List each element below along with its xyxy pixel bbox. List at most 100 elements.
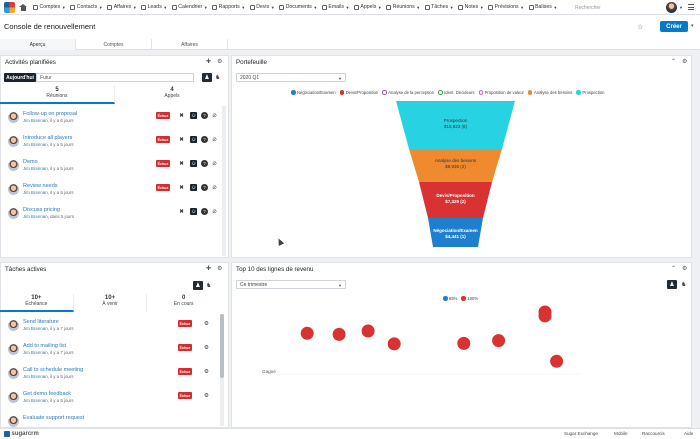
- add-icon[interactable]: ✚: [206, 266, 212, 272]
- group-icon[interactable]: ♞: [206, 283, 212, 289]
- scatter-point[interactable]: [361, 324, 375, 338]
- chevron-down-icon[interactable]: ▼: [377, 4, 382, 10]
- tab-overview[interactable]: Aperçu: [0, 39, 76, 50]
- help-link[interactable]: Aide: [684, 431, 694, 436]
- scatter-point[interactable]: [538, 309, 552, 323]
- sugar-exchange-link[interactable]: Sugar Exchange: [564, 431, 598, 436]
- chevron-down-icon[interactable]: ▼: [203, 4, 208, 10]
- task-name-link[interactable]: Call to schedule meeting: [23, 367, 84, 373]
- close-icon[interactable]: ✖: [179, 160, 184, 167]
- counter-upcoming[interactable]: 10+ À venir: [74, 294, 148, 312]
- chevron-down-icon[interactable]: ▼: [163, 4, 168, 10]
- legend-item[interactable]: Négociation/Examen: [291, 90, 336, 95]
- gear-icon[interactable]: ⚙: [217, 266, 223, 272]
- timeframe-select[interactable]: Ce trimestre ▼: [236, 280, 346, 289]
- nav-item-1[interactable]: Contacts ▼: [70, 4, 103, 10]
- chevron-down-icon[interactable]: ▼: [98, 4, 103, 10]
- activity-name-link[interactable]: Discuss pricing: [23, 207, 60, 213]
- legend-item[interactable]: 100%: [461, 296, 478, 301]
- nav-item-11[interactable]: Tâches ▼: [424, 4, 454, 10]
- legend-item[interactable]: 65%: [443, 296, 457, 301]
- counter-calls[interactable]: 4 Appels: [164, 87, 180, 99]
- legend-item[interactable]: Ident. Décideurs: [438, 90, 475, 95]
- hamburger-menu-icon[interactable]: [688, 4, 694, 10]
- group-icon[interactable]: ♞: [681, 282, 687, 288]
- help-icon[interactable]: ?: [201, 208, 208, 215]
- people-icon[interactable]: ☺: [190, 208, 197, 215]
- chevron-down-icon[interactable]: ▼: [449, 4, 454, 10]
- funnel-stage-negotiation[interactable]: [428, 218, 483, 247]
- nav-item-10[interactable]: Réunions ▼: [386, 4, 420, 10]
- funnel-stage-prospection[interactable]: [396, 101, 515, 149]
- counter-in-progress[interactable]: 0 En cours: [173, 295, 194, 307]
- create-button[interactable]: Créer: [660, 21, 688, 32]
- people-icon[interactable]: ☺: [190, 184, 197, 191]
- scrollbar[interactable]: [222, 106, 226, 256]
- add-icon[interactable]: ✚: [206, 59, 212, 65]
- funnel-stage-needs-analysis[interactable]: [409, 149, 502, 182]
- block-icon[interactable]: ⊘: [212, 136, 217, 143]
- nav-item-8[interactable]: Emails ▼: [321, 4, 349, 10]
- people-icon[interactable]: ☺: [190, 136, 197, 143]
- gear-icon[interactable]: ⚙: [682, 266, 688, 272]
- scrollbar-thumb[interactable]: [220, 314, 224, 378]
- nav-item-5[interactable]: Rapports ▼: [212, 4, 245, 10]
- help-icon[interactable]: ?: [201, 160, 208, 167]
- global-search-input[interactable]: Rechercher: [575, 4, 601, 11]
- favorite-star-icon[interactable]: ☆: [637, 24, 644, 31]
- chevron-down-icon[interactable]: ▼: [270, 4, 275, 10]
- sugar-logo-icon[interactable]: [4, 1, 15, 13]
- legend-item[interactable]: Devis/Proposition: [339, 90, 378, 95]
- activity-name-link[interactable]: Follow-up on proposal: [23, 111, 78, 117]
- block-icon[interactable]: ⊘: [212, 160, 217, 167]
- period-select[interactable]: 2020 Q1 ▼: [236, 73, 346, 82]
- gear-icon[interactable]: ⚙: [217, 59, 223, 65]
- counter-meetings[interactable]: 5 Réunions: [0, 86, 115, 104]
- legend-item[interactable]: Analyse des besoins: [527, 90, 572, 95]
- nav-item-3[interactable]: Leads ▼: [141, 4, 167, 10]
- task-name-link[interactable]: Evaluate support request: [23, 415, 85, 421]
- legend-item[interactable]: Analyse de la perception: [382, 90, 434, 95]
- block-icon[interactable]: ⊘: [212, 112, 217, 119]
- collapse-icon[interactable]: ⌃: [671, 266, 677, 272]
- nav-item-0[interactable]: Comptes ▼: [33, 4, 66, 10]
- gear-icon[interactable]: ⚙: [204, 368, 209, 375]
- nav-item-9[interactable]: Appels ▼: [353, 4, 382, 10]
- people-icon[interactable]: ☺: [190, 160, 197, 167]
- nav-item-7[interactable]: Documents ▼: [279, 4, 317, 10]
- today-button[interactable]: Aujourd'hui: [4, 73, 36, 82]
- block-icon[interactable]: ⊘: [212, 208, 217, 215]
- activity-name-link[interactable]: Demo: [23, 159, 38, 165]
- chevron-down-icon[interactable]: ▼: [553, 4, 558, 10]
- block-icon[interactable]: ⊘: [212, 184, 217, 191]
- tab-opportunities[interactable]: Affaires: [152, 39, 228, 50]
- nav-item-14[interactable]: Balises ▼: [528, 4, 558, 10]
- scatter-point[interactable]: [492, 334, 506, 348]
- shortcuts-link[interactable]: Raccourcis: [642, 431, 665, 436]
- chevron-down-icon[interactable]: ▼: [520, 4, 525, 10]
- nav-item-12[interactable]: Notes ▼: [458, 4, 484, 10]
- close-icon[interactable]: ✖: [179, 184, 184, 191]
- counter-overdue[interactable]: 10+ Échéance: [0, 294, 74, 312]
- nav-item-6[interactable]: Devis ▼: [249, 4, 275, 10]
- close-icon[interactable]: ✖: [179, 112, 184, 119]
- activity-name-link[interactable]: Review needs: [23, 183, 58, 189]
- scatter-point[interactable]: [300, 326, 314, 340]
- mobile-link[interactable]: Mobile: [614, 431, 628, 436]
- user-avatar[interactable]: [666, 2, 677, 13]
- nav-item-13[interactable]: Prévisions ▼: [488, 4, 524, 10]
- chevron-down-icon[interactable]: ▼: [241, 4, 246, 10]
- task-name-link[interactable]: Add to mailing list: [23, 343, 67, 349]
- activity-name-link[interactable]: Introduce all players: [23, 135, 73, 141]
- future-filter[interactable]: Futur: [36, 73, 194, 82]
- help-icon[interactable]: ?: [201, 136, 208, 143]
- chevron-down-icon[interactable]: ▼: [679, 5, 683, 10]
- people-icon[interactable]: ☺: [190, 112, 197, 119]
- task-name-link[interactable]: Get demo feedback: [23, 391, 72, 397]
- scatter-point[interactable]: [457, 336, 471, 350]
- close-icon[interactable]: ✖: [179, 208, 184, 215]
- scatter-point[interactable]: [332, 327, 346, 341]
- scatter-point[interactable]: [387, 337, 401, 351]
- task-name-link[interactable]: Send literature: [23, 319, 59, 325]
- chevron-down-icon[interactable]: ▾: [691, 23, 694, 29]
